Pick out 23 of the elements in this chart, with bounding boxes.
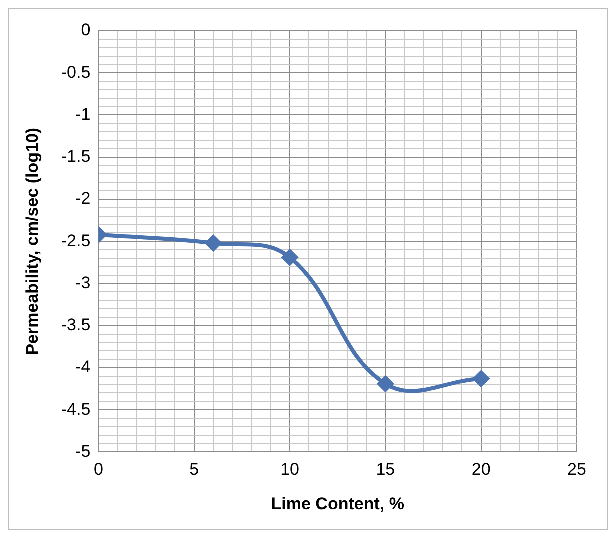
x-tick-label: 5 xyxy=(190,460,200,480)
x-tick-label: 20 xyxy=(472,460,491,480)
y-tick-label: -2 xyxy=(76,189,91,208)
y-tick-label: -1 xyxy=(76,104,91,124)
y-tick-label: -5 xyxy=(76,442,91,461)
point xyxy=(282,250,298,266)
y-tick-label: -3.5 xyxy=(61,316,91,335)
y-tick-label: 0 xyxy=(81,20,91,40)
y-tick-label: -4 xyxy=(76,358,91,377)
point xyxy=(473,370,490,387)
x-axis-title: Lime Content, % xyxy=(271,494,404,514)
y-tick-label: -4.5 xyxy=(61,400,91,419)
x-tick-label: 10 xyxy=(280,460,300,480)
y-tick-label: -3 xyxy=(76,273,91,292)
y-axis-title: Permeability, cm/sec (log10) xyxy=(22,128,42,356)
x-tick-label: 25 xyxy=(568,460,586,480)
point xyxy=(378,376,394,392)
y-tick-label: -2.5 xyxy=(61,231,91,250)
x-tick-label: 0 xyxy=(94,460,104,480)
x-tick-label: 15 xyxy=(376,460,396,480)
y-tick-label: -1.5 xyxy=(61,147,91,166)
point xyxy=(205,235,222,252)
y-tick-label: -0.5 xyxy=(61,62,91,82)
